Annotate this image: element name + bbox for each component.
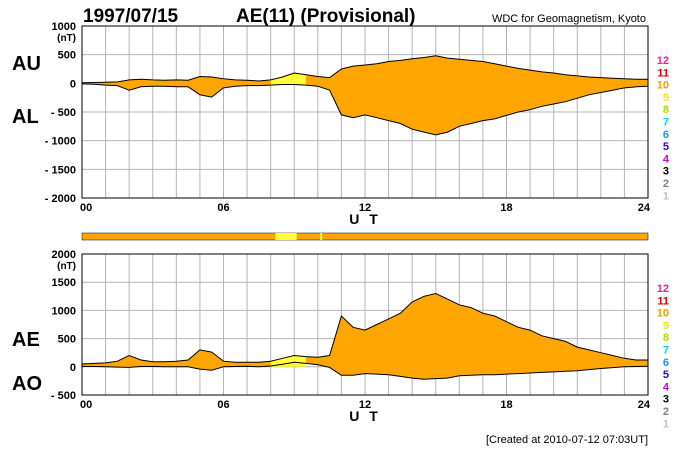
y-tick-label: 1500 — [52, 277, 76, 289]
series-line-ao — [82, 361, 649, 380]
series-label-al: AL — [12, 106, 39, 128]
activity-strip-highlight — [275, 233, 297, 240]
series-line-ae — [81, 292, 648, 365]
station-count-label: 11 — [657, 67, 669, 79]
x-tick-label: 24 — [638, 399, 651, 411]
x-tick-label: 12 — [359, 202, 371, 214]
y-tick-label: 0 — [70, 362, 76, 374]
station-count-label: 2 — [663, 178, 669, 190]
series-label-ao: AO — [12, 373, 42, 395]
series-line-al — [81, 83, 649, 136]
x-tick-label: 18 — [500, 202, 512, 214]
series-line-au — [81, 55, 648, 84]
created-timestamp: [Created at 2010-07-12 07:03UT] — [486, 434, 648, 446]
upper-panel: 1000 500 0 - 500 - 1000 - 1500 - 2000 (nT) 00 06 1… — [12, 21, 670, 227]
plot-date: 1997/07/15 — [83, 6, 179, 27]
y-tick-label: - 2000 — [45, 193, 76, 205]
station-count-label: 5 — [663, 141, 669, 153]
station-count-label: 10 — [657, 308, 669, 320]
y-tick-label: 2000 — [52, 249, 76, 261]
highlight-fill — [270, 73, 306, 86]
station-count-label: 7 — [663, 117, 669, 129]
plot-title: AE(11) (Provisional) — [236, 6, 416, 27]
station-count-label: 5 — [663, 369, 669, 381]
station-count-label: 8 — [663, 104, 669, 116]
highlight-fill — [270, 355, 306, 367]
plot-frame — [81, 25, 649, 199]
station-count-label: 3 — [663, 166, 669, 178]
y-tick-label: - 500 — [51, 390, 76, 402]
station-count-label: 6 — [663, 129, 669, 141]
x-tick-label: 06 — [217, 399, 229, 411]
y-tick-label: - 500 — [51, 107, 76, 119]
data-source: WDC for Geomagnetism, Kyoto — [492, 13, 646, 25]
y-tick-label: 1000 — [52, 305, 76, 317]
station-count-label: 6 — [663, 357, 669, 369]
y-tick-label: 0 — [70, 78, 76, 90]
station-count-label: 3 — [663, 394, 669, 406]
x-tick-label: 12 — [359, 399, 371, 411]
station-count-label: 10 — [657, 80, 669, 92]
station-count-label: 4 — [663, 153, 670, 165]
y-tick-label: 1000 — [52, 21, 76, 33]
station-count-label: 1 — [663, 418, 669, 430]
plot-frame — [81, 253, 649, 396]
x-axis-label: U T — [349, 408, 381, 424]
station-count-label: 4 — [663, 381, 670, 393]
station-count-label: 9 — [663, 92, 669, 104]
series-label-ae: AE — [12, 329, 40, 351]
station-count-label: 1 — [663, 190, 669, 202]
station-count-label: 2 — [663, 406, 669, 418]
y-tick-label: - 1500 — [45, 164, 76, 176]
station-count-label: 11 — [657, 295, 669, 307]
station-count-label: 12 — [657, 55, 669, 67]
y-tick-label: 500 — [58, 50, 76, 62]
y-axis-unit: (nT) — [57, 261, 76, 272]
series-label-au: AU — [12, 53, 41, 75]
y-axis-unit: (nT) — [57, 33, 76, 44]
activity-strip-bar — [81, 232, 649, 241]
x-axis-label: U T — [349, 211, 381, 227]
station-count-label: 9 — [663, 320, 669, 332]
x-tick-label: 00 — [80, 202, 92, 214]
activity-band-fill — [82, 293, 648, 380]
y-tick-label: - 1000 — [45, 136, 76, 148]
x-tick-label: 18 — [500, 399, 512, 411]
station-count-label: 8 — [663, 332, 669, 344]
station-count-label: 12 — [657, 283, 669, 295]
station-count-label: 7 — [663, 345, 669, 357]
x-tick-label: 24 — [638, 202, 651, 214]
activity-strip — [81, 232, 649, 241]
x-tick-label: 06 — [217, 202, 229, 214]
x-tick-label: 00 — [80, 399, 92, 411]
y-tick-label: 500 — [58, 334, 76, 346]
activity-strip-highlight — [320, 233, 323, 240]
